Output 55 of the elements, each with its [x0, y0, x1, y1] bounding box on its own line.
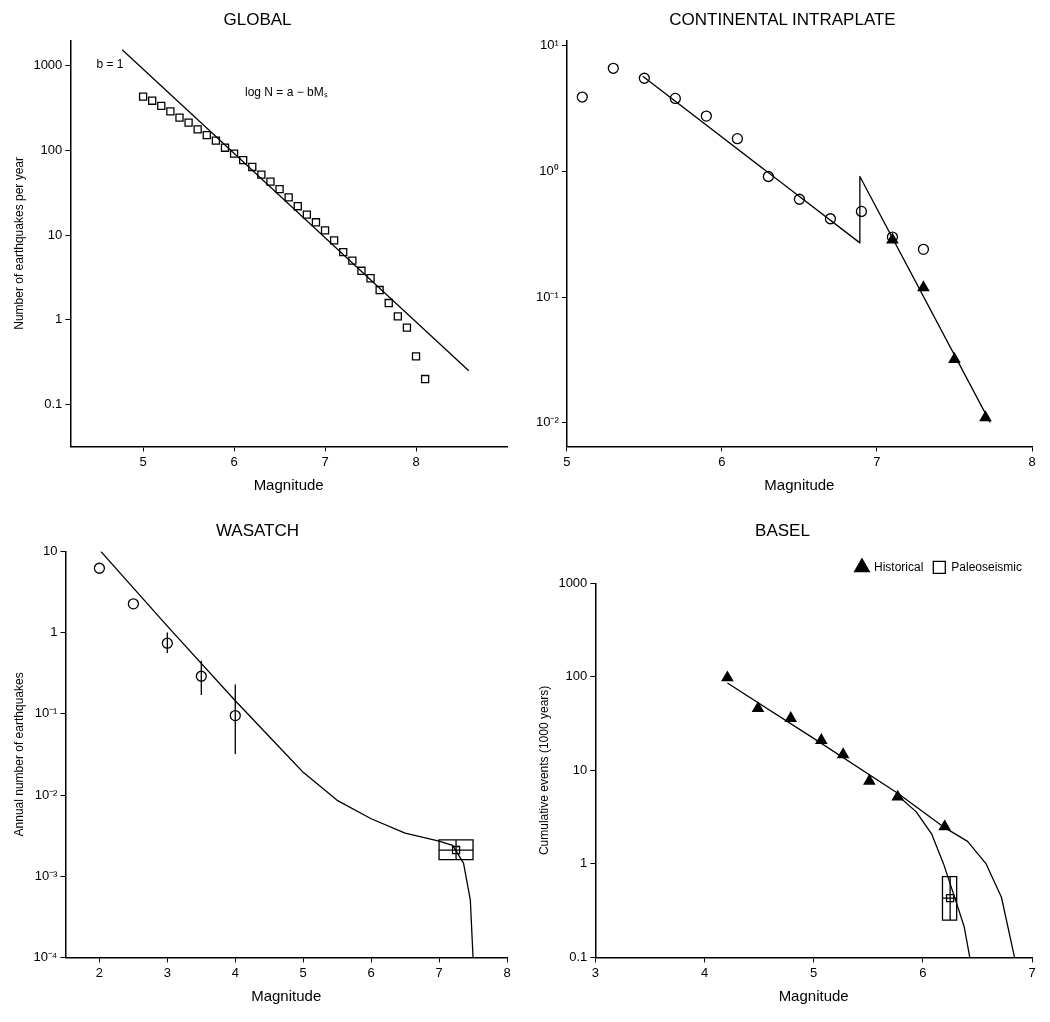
y-tick-label: 10¹: [539, 37, 560, 53]
chart-title: BASEL: [755, 520, 810, 540]
x-tick-label: 2: [95, 964, 104, 980]
x-tick-label: 5: [563, 453, 571, 469]
y-tick-label: 10⁻²: [535, 414, 560, 430]
x-axis-title: Magnitude: [764, 476, 835, 494]
y-tick-label: 10⁻¹: [535, 288, 560, 304]
y-tick-label: 10⁻³: [34, 867, 59, 883]
y-tick-label: 100: [40, 142, 63, 158]
x-tick-label: 5: [139, 453, 147, 469]
y-tick-label: 10: [572, 761, 588, 777]
x-tick-label: 8: [503, 964, 511, 980]
y-axis-title: Number of earthquakes per year: [11, 157, 26, 330]
x-tick-label: 8: [1028, 453, 1036, 469]
x-tick-label: 7: [1028, 964, 1036, 980]
x-axis-title: Magnitude: [251, 987, 322, 1005]
y-tick-label: 100: [565, 668, 588, 684]
y-tick-label: 10: [42, 542, 58, 558]
annotation: b = 1: [96, 57, 124, 72]
chart-title: CONTINENTAL INTRAPLATE: [669, 9, 896, 29]
chart-title: GLOBAL: [223, 9, 292, 29]
x-tick-label: 6: [230, 453, 238, 469]
y-tick-label: 0.1: [569, 948, 588, 964]
y-tick-label: 0.1: [44, 396, 63, 412]
chart-title: WASATCH: [215, 520, 300, 540]
y-tick-label: 1: [580, 855, 588, 871]
y-axis-title: Annual number of earthquakes: [11, 672, 26, 837]
x-tick-label: 4: [231, 964, 239, 980]
y-tick-label: 1: [50, 624, 58, 640]
x-tick-label: 7: [873, 453, 881, 469]
x-axis-title: Magnitude: [253, 476, 324, 494]
legend-label: Paleoseismic: [951, 559, 1023, 574]
x-tick-label: 6: [919, 964, 927, 980]
x-tick-label: 7: [321, 453, 329, 469]
y-tick-label: 1000: [33, 57, 63, 73]
y-tick-label: 10⁻⁴: [33, 948, 58, 964]
x-axis-title: Magnitude: [778, 987, 849, 1005]
x-tick-label: 5: [299, 964, 307, 980]
legend-label: Historical: [873, 559, 924, 574]
x-tick-label: 6: [367, 964, 375, 980]
y-tick-label: 1000: [558, 574, 588, 590]
y-tick-label: 1: [55, 311, 63, 327]
x-tick-label: 7: [435, 964, 443, 980]
x-tick-label: 3: [163, 964, 171, 980]
y-axis-title: Cumulative events (1000 years): [536, 685, 551, 856]
y-tick-label: 10⁰: [539, 162, 559, 178]
y-tick-label: 10: [47, 226, 63, 242]
x-tick-label: 8: [412, 453, 420, 469]
x-tick-label: 3: [591, 964, 599, 980]
x-tick-label: 6: [718, 453, 726, 469]
y-tick-label: 10⁻¹: [34, 705, 59, 721]
x-tick-label: 5: [810, 964, 818, 980]
y-tick-label: 10⁻²: [34, 786, 59, 802]
x-tick-label: 4: [700, 964, 709, 980]
annotation: log N = a − bMₛ: [244, 85, 328, 100]
